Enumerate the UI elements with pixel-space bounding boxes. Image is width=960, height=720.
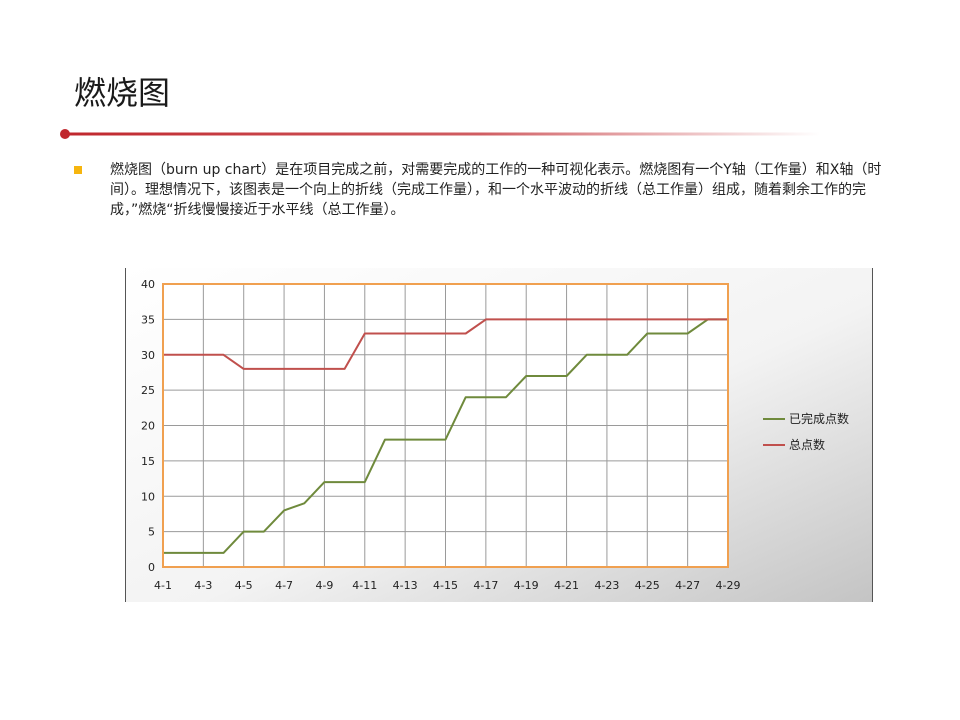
slide-title: 燃烧图 xyxy=(74,74,171,112)
x-tick-label: 4-5 xyxy=(235,579,253,592)
series-line-total xyxy=(163,318,728,370)
x-tick-label: 4-13 xyxy=(393,579,418,592)
x-tick-label: 4-21 xyxy=(554,579,579,592)
bullet-square-icon xyxy=(74,166,82,174)
chart-svg: 0 5 10 15 20 25 30 35 40 4-1 4-3 4-5 4-7 4-9 4-11 4-13 4… xyxy=(125,268,873,602)
y-tick-label: 30 xyxy=(141,349,155,362)
x-tick-label: 4-17 xyxy=(473,579,498,592)
y-tick-label: 40 xyxy=(141,278,155,291)
x-tick-label: 4-27 xyxy=(675,579,700,592)
bullet-text: 燃烧图（burn up chart）是在项目完成之前，对需要完成的工作的一种可视… xyxy=(110,162,882,218)
title-divider-line xyxy=(65,132,820,136)
legend-label: 已完成点数 xyxy=(789,411,849,426)
x-tick-label: 4-19 xyxy=(514,579,539,592)
y-tick-label: 20 xyxy=(141,420,155,433)
y-tick-label: 35 xyxy=(141,313,155,326)
bullet-paragraph: 燃烧图（burn up chart）是在项目完成之前，对需要完成的工作的一种可视… xyxy=(74,160,894,220)
x-tick-label: 4-25 xyxy=(635,579,660,592)
x-tick-label: 4-29 xyxy=(716,579,741,592)
y-tick-label: 5 xyxy=(148,526,155,539)
legend-label: 总点数 xyxy=(789,437,825,452)
y-tick-label: 25 xyxy=(141,384,155,397)
y-tick-label: 0 xyxy=(148,561,155,574)
y-tick-label: 10 xyxy=(141,490,155,503)
burn-up-chart: 0 5 10 15 20 25 30 35 40 4-1 4-3 4-5 4-7 4-9 4-11 4-13 4… xyxy=(125,268,873,602)
x-tick-label: 4-11 xyxy=(352,579,377,592)
plot-area-border xyxy=(162,283,729,568)
x-tick-label: 4-15 xyxy=(433,579,458,592)
series-line-completed xyxy=(163,318,728,554)
y-tick-label: 15 xyxy=(141,455,155,468)
x-tick-label: 4-23 xyxy=(594,579,619,592)
x-tick-label: 4-7 xyxy=(275,579,293,592)
x-tick-label: 4-9 xyxy=(315,579,333,592)
x-tick-label: 4-1 xyxy=(154,579,172,592)
title-divider xyxy=(60,129,820,139)
x-tick-label: 4-3 xyxy=(194,579,212,592)
